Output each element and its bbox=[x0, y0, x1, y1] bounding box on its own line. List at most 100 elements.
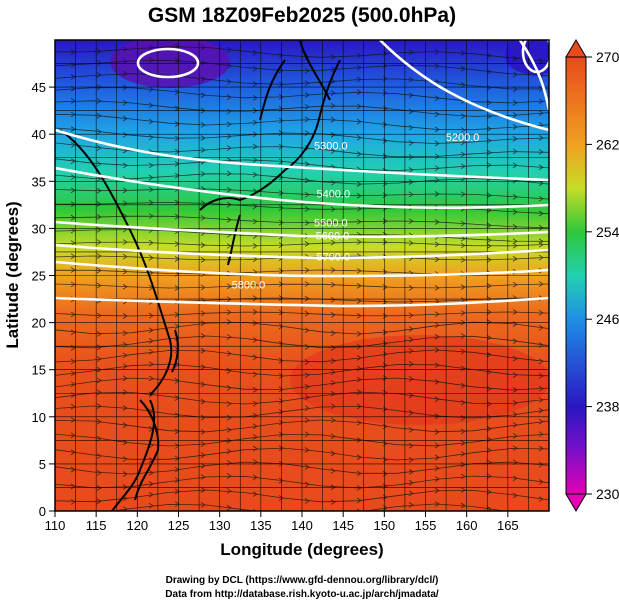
stream-arrow bbox=[408, 179, 414, 185]
stream-arrow bbox=[512, 194, 518, 200]
stream-arrow bbox=[408, 49, 414, 55]
stream-arrow bbox=[148, 102, 154, 109]
stream-arrow bbox=[460, 382, 466, 389]
stream-arrow bbox=[486, 489, 492, 495]
stream-arrow bbox=[434, 126, 440, 133]
stream-arrow bbox=[252, 508, 257, 511]
y-tick-label: 35 bbox=[32, 174, 46, 189]
stream-arrow bbox=[148, 44, 154, 51]
stream-arrow bbox=[96, 176, 102, 182]
stream-arrow bbox=[226, 46, 232, 53]
stream-arrow bbox=[408, 410, 414, 416]
stream-arrow bbox=[408, 124, 414, 131]
stream-arrow bbox=[174, 135, 180, 142]
stream-arrow bbox=[226, 473, 232, 479]
x-tick-label: 140 bbox=[291, 518, 313, 533]
stream-arrow bbox=[200, 347, 206, 354]
stream-arrow bbox=[96, 239, 102, 246]
stream-arrow bbox=[278, 67, 284, 74]
stream-arrow bbox=[434, 140, 440, 147]
stream-arrow bbox=[174, 347, 180, 353]
stream-arrow bbox=[70, 158, 76, 165]
stream-arrow bbox=[538, 254, 544, 261]
stream-arrow bbox=[174, 377, 180, 384]
contour-label: 5700.0 bbox=[316, 251, 350, 263]
stream-arrow bbox=[330, 116, 336, 123]
stream-arrow bbox=[356, 485, 362, 491]
stream-arrow bbox=[538, 496, 544, 503]
stream-arrow bbox=[122, 115, 128, 122]
stream-arrow bbox=[96, 267, 102, 274]
stream-arrow bbox=[330, 148, 336, 154]
stream-arrow bbox=[512, 411, 518, 418]
stream-arrow bbox=[486, 84, 492, 91]
stream-arrow bbox=[486, 149, 492, 156]
stream-arrow bbox=[96, 344, 102, 351]
stream-arrow bbox=[486, 207, 492, 214]
height-contours bbox=[55, 40, 549, 308]
stream-arrow bbox=[252, 354, 258, 361]
stream-arrow bbox=[278, 143, 284, 150]
stream-arrow bbox=[486, 222, 492, 229]
stream-arrow bbox=[434, 429, 440, 435]
x-tick-label: 130 bbox=[209, 518, 231, 533]
stream-arrow bbox=[330, 330, 336, 336]
stream-arrow bbox=[174, 172, 180, 179]
stream-arrow bbox=[304, 67, 310, 74]
stream-arrow bbox=[252, 337, 258, 343]
stream-arrow bbox=[226, 216, 232, 223]
stream-arrow bbox=[122, 375, 128, 382]
stream-arrow bbox=[96, 201, 102, 207]
stream-arrow bbox=[278, 281, 284, 288]
stream-arrow bbox=[408, 456, 414, 463]
stream-arrow bbox=[408, 392, 414, 399]
stream-arrow bbox=[200, 284, 206, 291]
stream-arrow bbox=[408, 167, 414, 173]
stream-arrow bbox=[252, 171, 258, 178]
stream-arrow bbox=[226, 504, 232, 511]
x-tick-label: 120 bbox=[126, 518, 148, 533]
cold-core-east bbox=[505, 40, 549, 75]
stream-arrow bbox=[356, 64, 362, 71]
stream-arrow bbox=[174, 199, 180, 206]
stream-arrow bbox=[252, 49, 258, 56]
colorbar-tick-label: 238 bbox=[596, 399, 619, 415]
stream-arrow bbox=[434, 256, 440, 263]
stream-arrow bbox=[434, 465, 440, 472]
stream-arrow bbox=[460, 487, 466, 493]
stream-arrow bbox=[278, 117, 284, 124]
stream-arrow bbox=[460, 440, 466, 446]
stream-arrow bbox=[200, 364, 206, 370]
stream-arrow bbox=[538, 431, 544, 437]
stream-arrow bbox=[148, 174, 154, 181]
stream-arrow bbox=[252, 295, 258, 302]
stream-arrow bbox=[304, 80, 310, 87]
stream-arrow bbox=[148, 162, 154, 169]
stream-arrow bbox=[356, 52, 362, 59]
stream-arrow bbox=[96, 112, 102, 119]
stream-arrow bbox=[356, 267, 362, 274]
grid-lines bbox=[55, 40, 549, 511]
stream-arrow bbox=[226, 170, 232, 177]
stream-arrow bbox=[304, 431, 310, 438]
stream-arrow bbox=[356, 239, 362, 245]
stream-arrow bbox=[408, 326, 414, 332]
stream-arrow bbox=[304, 267, 310, 273]
stream-arrow bbox=[304, 344, 310, 350]
stream-arrow bbox=[356, 331, 362, 337]
stream-arrow bbox=[356, 454, 362, 461]
stream-arrow bbox=[200, 310, 206, 317]
stream-arrow bbox=[538, 195, 544, 202]
stream-arrow bbox=[174, 161, 180, 167]
stream-arrow bbox=[460, 415, 466, 421]
stream-arrow bbox=[538, 324, 544, 331]
stream-arrow bbox=[96, 377, 102, 384]
stream-arrow bbox=[408, 140, 414, 146]
colorbar: 230 238 246 254 262 270 bbox=[565, 39, 619, 512]
stream-arrow bbox=[486, 256, 492, 263]
stream-arrow bbox=[512, 372, 518, 378]
stream-arrow bbox=[304, 130, 310, 136]
stream-arrow bbox=[96, 453, 102, 459]
stream-arrow bbox=[174, 466, 180, 473]
stream-arrow bbox=[252, 157, 258, 163]
